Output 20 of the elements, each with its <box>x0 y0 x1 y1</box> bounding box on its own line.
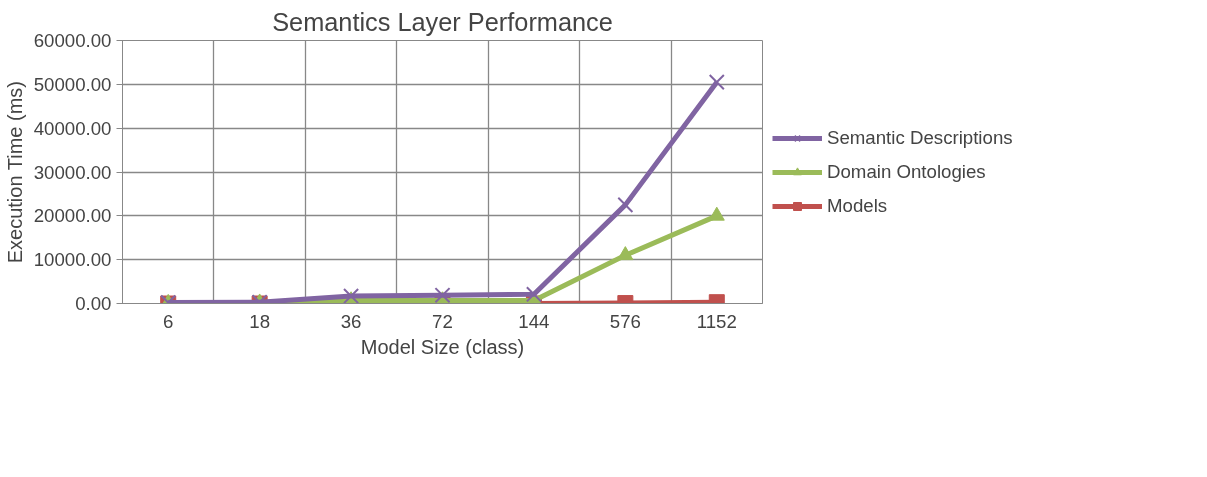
y-tick-label: 0.00 <box>75 293 112 314</box>
y-tick-label: 40000.00 <box>33 117 112 139</box>
x-tick-label: 6 <box>163 310 174 332</box>
y-tick-label: 30000.00 <box>33 161 112 183</box>
x-tick-label: 36 <box>340 310 362 332</box>
legend-label: Domain Ontologies <box>827 160 986 183</box>
legend-label: Models <box>827 194 888 217</box>
y-axis-title: Execution Time (ms) <box>3 81 26 264</box>
x-axis-title: Model Size (class) <box>360 335 525 358</box>
x-tick-label: 18 <box>249 310 271 332</box>
x-tick-label: 1152 <box>696 310 737 332</box>
y-tick-label: 50000.00 <box>33 73 112 95</box>
x-tick-label: 576 <box>609 310 641 332</box>
x-tick-label: 144 <box>518 310 550 332</box>
y-tick-label: 20000.00 <box>33 205 112 227</box>
chart-title: Semantics Layer Performance <box>272 7 613 36</box>
x-tick-label: 72 <box>432 310 453 332</box>
y-tick-label: 10000.00 <box>33 249 112 271</box>
legend-label: Semantic Descriptions <box>827 126 1013 149</box>
y-tick-label: 60000.00 <box>33 30 112 51</box>
